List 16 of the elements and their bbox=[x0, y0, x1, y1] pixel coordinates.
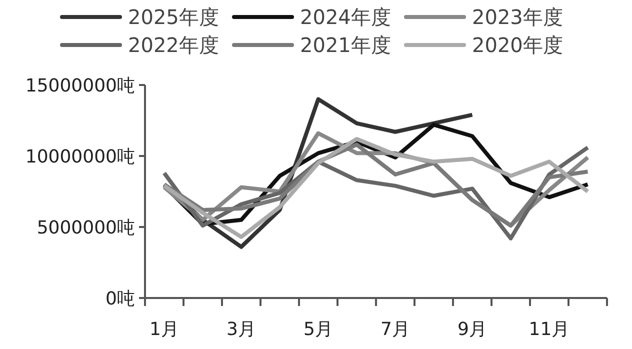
legend-label: 2023年度 bbox=[472, 5, 563, 29]
y-tick-label: 10000000吨 bbox=[25, 146, 135, 168]
x-tick-label: 11月 bbox=[528, 319, 570, 340]
y-tick-label: 5000000吨 bbox=[36, 217, 135, 238]
x-tick-label: 1月 bbox=[150, 319, 179, 340]
legend-label: 2025年度 bbox=[128, 5, 219, 29]
y-tick-label: 15000000吨 bbox=[25, 75, 135, 96]
x-tick-label: 7月 bbox=[380, 319, 410, 340]
x-tick-label: 9月 bbox=[458, 319, 487, 340]
legend-label: 2020年度 bbox=[472, 33, 563, 57]
x-tick-label: 3月 bbox=[226, 319, 256, 340]
y-tick-label: 0吨 bbox=[106, 288, 135, 310]
legend-label: 2024年度 bbox=[300, 5, 391, 29]
legend-label: 2022年度 bbox=[128, 33, 219, 57]
legend-label: 2021年度 bbox=[300, 33, 391, 57]
x-tick-label: 5月 bbox=[304, 319, 333, 340]
